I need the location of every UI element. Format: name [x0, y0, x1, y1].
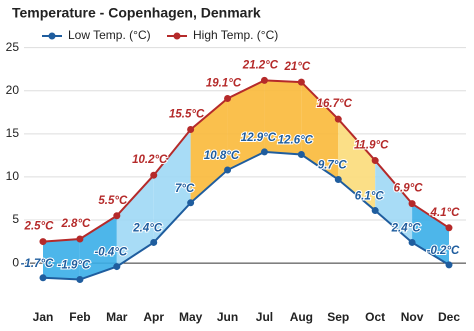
x-tick-label: Jul [256, 310, 273, 324]
x-tick-label: Aug [290, 310, 313, 324]
data-point [445, 261, 453, 269]
legend-label: Low Temp. (°C) [68, 28, 151, 42]
data-point [297, 151, 305, 159]
value-label: -0.4°C [94, 247, 127, 259]
data-point [187, 126, 195, 134]
series-line [42, 79, 450, 243]
data-point [260, 76, 268, 84]
data-point [260, 148, 268, 156]
value-label: 11.9°C [354, 140, 389, 152]
value-label: -0.2°C [427, 245, 460, 257]
x-tick-label: Oct [365, 310, 385, 324]
data-point [224, 166, 232, 174]
data-point [113, 263, 121, 271]
y-tick-label: 10 [6, 169, 20, 183]
value-label: 2.4°C [132, 222, 163, 234]
data-point [150, 238, 158, 246]
legend-marker [48, 32, 56, 40]
series-line [42, 150, 450, 281]
x-tick-label: Jan [33, 310, 54, 324]
value-label: 7°C [175, 183, 195, 195]
range-area [338, 119, 376, 211]
value-label: 9.7°C [318, 160, 348, 172]
value-label: 6.1°C [355, 191, 385, 203]
value-label: 10.8°C [204, 150, 240, 162]
x-tick-label: Apr [143, 310, 164, 324]
range-area [412, 203, 449, 265]
value-label: 4.1°C [430, 207, 461, 219]
data-point [76, 235, 84, 243]
range-area [153, 129, 191, 243]
data-point [113, 212, 121, 220]
x-tick-label: Feb [69, 310, 90, 324]
data-point [445, 224, 453, 232]
value-label: 15.5°C [169, 109, 205, 121]
data-point [150, 171, 158, 179]
chart-title: Temperature - Copenhagen, Denmark [12, 5, 261, 21]
value-label: 16.7°C [317, 98, 353, 110]
value-label: 5.5°C [98, 195, 128, 207]
x-tick-label: Sep [327, 310, 349, 324]
data-point [371, 157, 379, 165]
range-area [227, 80, 265, 171]
range-area [190, 98, 228, 203]
range-area [43, 239, 80, 280]
value-label: 21.2°C [242, 59, 279, 71]
data-point [408, 200, 416, 208]
y-tick-label: 20 [6, 83, 20, 97]
value-label: 2.8°C [60, 218, 91, 230]
value-label: 21°C [284, 61, 311, 73]
data-point [224, 94, 232, 102]
data-point [39, 274, 47, 282]
value-label: 12.6°C [278, 135, 314, 147]
x-tick-label: Nov [401, 310, 424, 324]
value-label: -1.9°C [58, 260, 91, 272]
x-tick-label: May [179, 310, 203, 324]
range-area [79, 215, 117, 280]
value-label: 2.4°C [391, 222, 422, 234]
value-label: 10.2°C [132, 154, 168, 166]
value-label: 6.9°C [394, 183, 424, 195]
range-area [301, 82, 339, 180]
y-tick-label: 5 [12, 212, 19, 226]
range-area [116, 175, 154, 267]
data-point [297, 78, 305, 86]
value-label: -1.7°C [21, 258, 54, 270]
range-area [375, 160, 413, 243]
data-point [334, 176, 342, 184]
legend-marker [173, 32, 181, 40]
value-label: 12.9°C [241, 132, 277, 144]
range-area [264, 80, 302, 155]
data-point [408, 238, 416, 246]
y-tick-label: 25 [6, 40, 20, 54]
data-point [334, 115, 342, 123]
x-tick-label: Jun [217, 310, 238, 324]
value-label: 19.1°C [206, 78, 242, 90]
data-point [76, 276, 84, 284]
y-tick-label: 15 [6, 126, 20, 140]
value-label: 2.5°C [24, 221, 55, 233]
legend-label: High Temp. (°C) [193, 28, 278, 42]
y-tick-label: 0 [12, 255, 19, 269]
x-tick-label: Dec [438, 310, 460, 324]
data-point [187, 199, 195, 207]
data-point [39, 238, 47, 246]
data-point [371, 207, 379, 215]
x-tick-label: Mar [106, 310, 128, 324]
